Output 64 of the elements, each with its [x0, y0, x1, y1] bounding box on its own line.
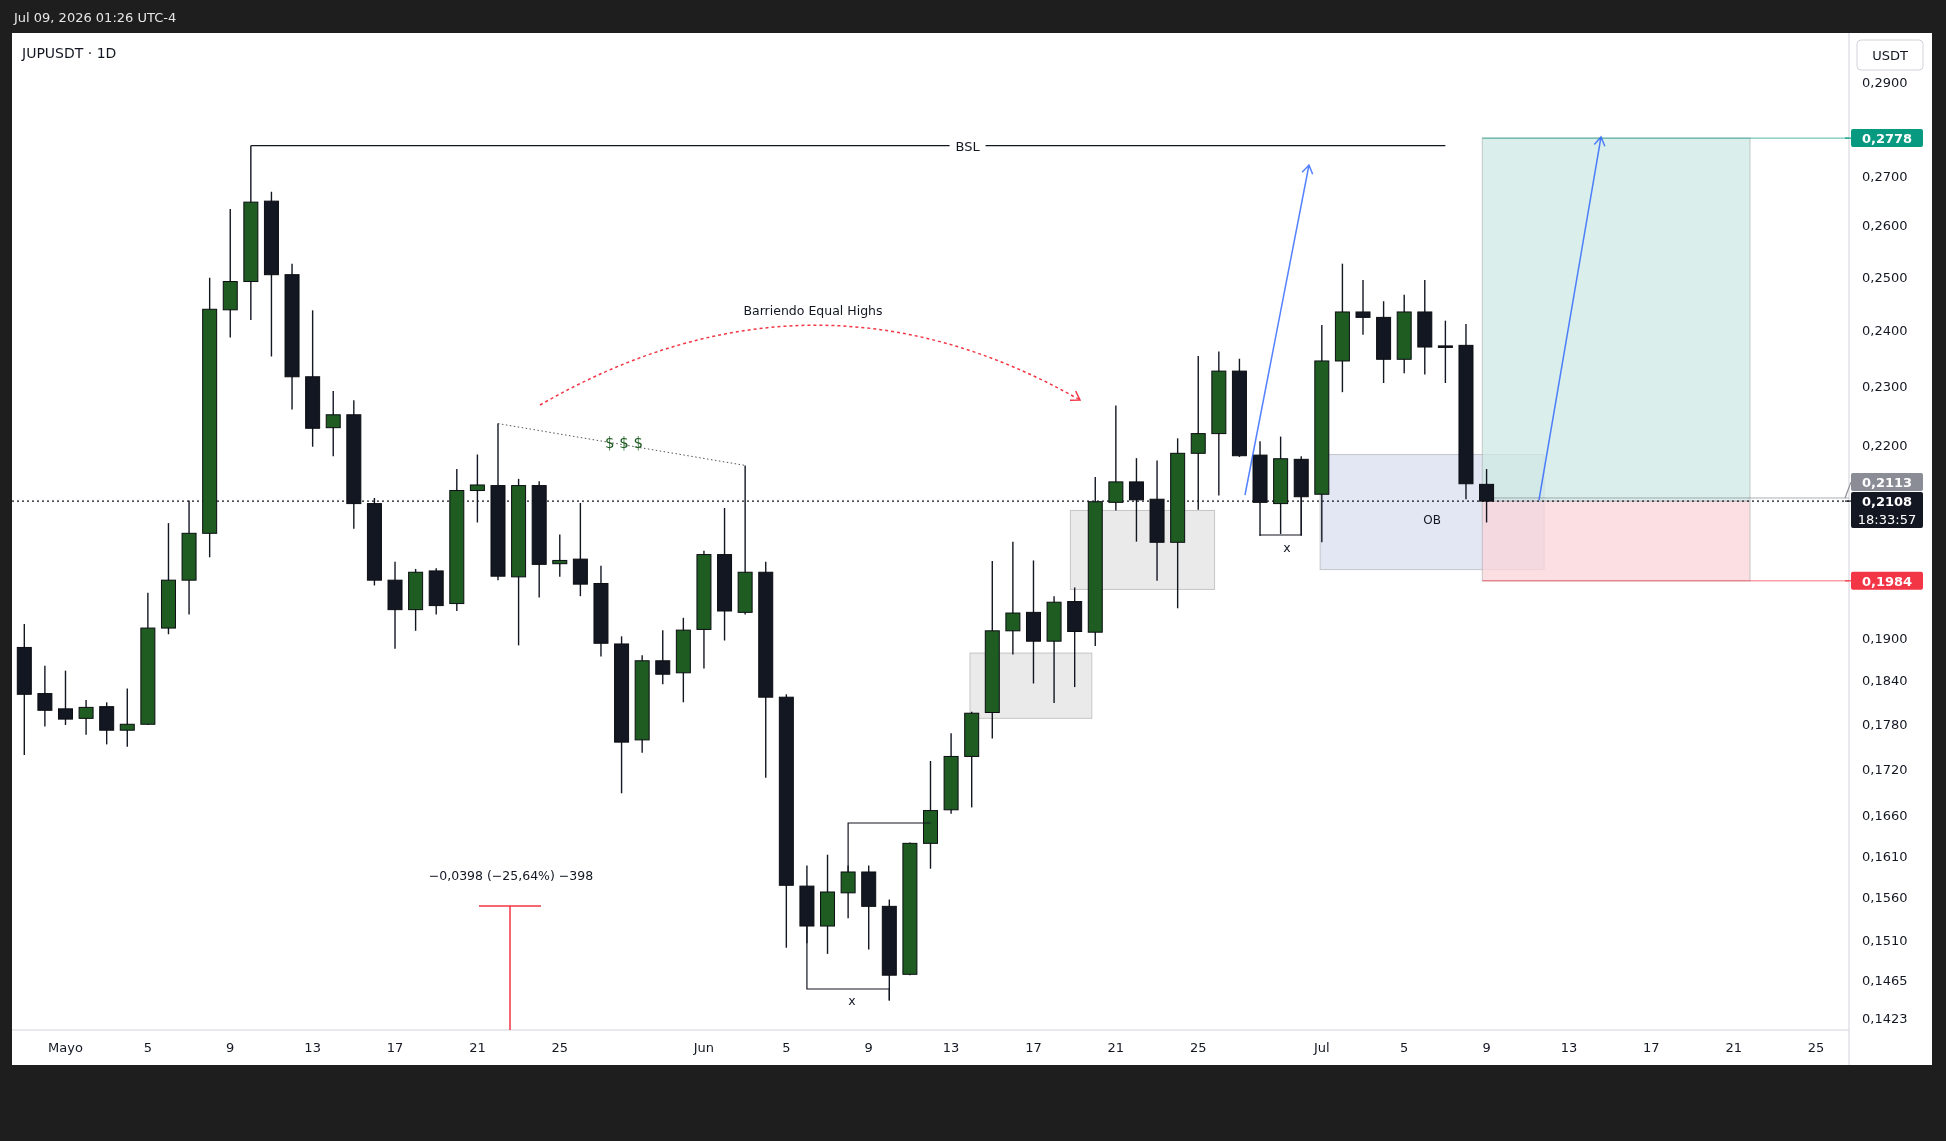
x-tick-label: Mayo [48, 1040, 83, 1055]
candlestick [1355, 279, 1371, 336]
x-tick-label: 13 [304, 1040, 321, 1055]
y-tick-label: 0,2400 [1862, 323, 1908, 339]
annotation: x [1283, 540, 1291, 555]
candlestick [37, 665, 53, 728]
x-tick-label: Jul [1312, 1040, 1330, 1055]
band-label: OB [1423, 513, 1441, 528]
candlestick [325, 390, 341, 458]
x-tick-label: 25 [551, 1040, 569, 1055]
legend-label: 0,2113 [1861, 475, 1913, 491]
x-tick-label: 25 [1807, 1040, 1825, 1055]
chart-subtitle: Jul 09, 2026 01:26 UTC-4 [13, 10, 177, 25]
y-tick-label: 0,1423 [1862, 1010, 1908, 1026]
annotation: x [848, 993, 856, 1008]
annotation: $ $ $ [604, 434, 644, 452]
annotation: −0,0398 (−25,64%) −398 [428, 868, 594, 883]
y-tick-label: 0,1900 [1862, 630, 1908, 646]
candlestick [99, 701, 115, 746]
candlestick [78, 699, 94, 736]
candlestick [119, 687, 135, 748]
x-tick-label: 9 [1482, 1040, 1491, 1055]
x-tick-label: 5 [1400, 1040, 1409, 1055]
y-tick-label: 0,1720 [1862, 761, 1908, 777]
candlestick [57, 669, 73, 726]
annotation: Barriendo Equal Highs [743, 303, 883, 318]
y-tick-label: 0,2200 [1862, 437, 1908, 453]
x-tick-label: 13 [942, 1040, 960, 1055]
x-tick-label: 21 [1107, 1040, 1125, 1055]
y-tick-label: 0,1610 [1862, 848, 1908, 864]
y-tick-label: 0,2900 [1862, 74, 1908, 90]
ref-line-label: 0,2108 [1861, 494, 1913, 510]
text: JUPUSDT · 1D [21, 45, 117, 61]
x-tick-label: 5 [782, 1040, 791, 1055]
y-tick-label: 0,1510 [1862, 932, 1908, 948]
y-tick-label: 0,2700 [1862, 168, 1908, 184]
candlestick [552, 533, 568, 578]
y-axis-title: USDT [1872, 48, 1908, 63]
ref-line-label: 0,1984 [1861, 573, 1913, 589]
x-tick-label: 21 [1725, 1040, 1742, 1055]
ref-line-label: BSL [955, 138, 981, 154]
y-tick-label: 0,1560 [1862, 890, 1908, 906]
x-tick-label: 21 [469, 1040, 486, 1055]
x-tick-label: 13 [1560, 1040, 1578, 1055]
x-tick-label: 5 [143, 1040, 153, 1055]
x-tick-label: 17 [1025, 1040, 1042, 1055]
y-tick-label: 0,1840 [1862, 672, 1908, 688]
x-tick-label: 17 [386, 1040, 404, 1055]
x-tick-label: Jun [692, 1040, 715, 1055]
y-tick-label: 0,1465 [1862, 972, 1908, 988]
y-tick-label: 0,2600 [1862, 218, 1908, 234]
y-tick-label: 0,1660 [1862, 808, 1908, 824]
ref-line-label: 0,2778 [1861, 131, 1913, 147]
candlestick [1437, 319, 1453, 384]
y-tick-label: 0,1780 [1862, 716, 1908, 732]
x-tick-label: 9 [864, 1040, 873, 1055]
candlestick [1005, 540, 1021, 656]
x-tick-label: 17 [1643, 1040, 1660, 1055]
x-tick-label: 9 [226, 1040, 235, 1055]
y-tick-label: 0,2300 [1862, 379, 1908, 395]
candlestick [655, 629, 671, 685]
x-tick-label: 25 [1189, 1040, 1207, 1055]
y-tick-label: 0,2500 [1862, 269, 1908, 285]
text: 18:33:57 [1857, 512, 1917, 528]
